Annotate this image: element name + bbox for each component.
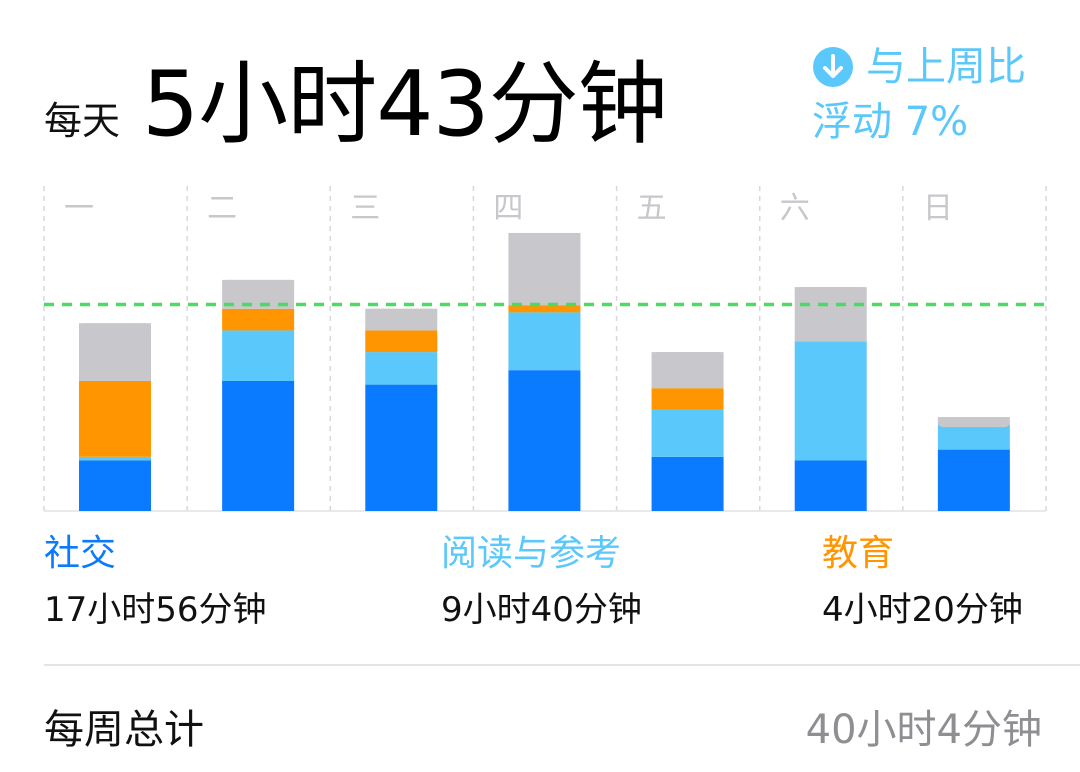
comparison-label: 与上周比 — [866, 44, 1026, 90]
day-label: 六 — [780, 191, 810, 226]
legend-name: 阅读与参考 — [441, 533, 622, 574]
bar-cap — [365, 308, 438, 319]
category-legend: 社交 17小时56分钟 阅读与参考 9小时40分钟 教育 4小时20分钟 — [0, 532, 1080, 642]
weekly-total-label: 每周总计 — [44, 707, 204, 753]
arrow-down-circle-icon — [813, 47, 853, 87]
bar-segment — [794, 460, 867, 511]
weekly-comparison: 与上周比 浮动 7% — [812, 44, 1026, 146]
bar-cap — [937, 417, 1010, 428]
bar-cap — [651, 352, 724, 363]
usage-bar-chart: 一二三四五六日 — [43, 186, 1047, 512]
bar-segment — [651, 409, 724, 457]
legend-item-education[interactable]: 教育 4小时20分钟 — [822, 532, 1023, 630]
bar-segment — [508, 312, 581, 371]
day-label: 一 — [64, 191, 94, 226]
legend-item-social[interactable]: 社交 17小时56分钟 — [44, 532, 267, 630]
bar-segment — [79, 456, 151, 461]
bar-segment — [508, 370, 581, 511]
bar-segment — [222, 330, 295, 381]
bar-segment — [937, 449, 1010, 511]
weekly-total-value[interactable]: 40小时4分钟 — [805, 707, 1042, 753]
day-label: 五 — [637, 191, 667, 226]
legend-name: 教育 — [822, 533, 895, 574]
bar-segment — [79, 460, 151, 511]
day-label: 三 — [350, 191, 380, 226]
bar-segment — [365, 384, 438, 511]
legend-value: 17小时56分钟 — [44, 590, 267, 630]
day-label: 二 — [207, 191, 237, 226]
legend-value: 9小时40分钟 — [441, 590, 642, 630]
legend-value: 4小时20分钟 — [822, 590, 1023, 630]
bar-segment — [508, 232, 581, 306]
bar-cap — [222, 279, 295, 290]
divider — [44, 664, 1080, 666]
bar-segment — [508, 305, 581, 313]
bar-cap — [508, 232, 581, 243]
bar-segment — [937, 424, 1010, 450]
daily-average-value: 5小时43分钟 — [142, 52, 668, 157]
bar-segment — [794, 341, 867, 461]
bar-segment — [222, 381, 295, 511]
bar-cap — [794, 287, 867, 298]
day-label: 日 — [923, 191, 953, 226]
legend-item-reading[interactable]: 阅读与参考 9小时40分钟 — [441, 532, 642, 630]
comparison-change: 浮动 7% — [812, 99, 969, 145]
bar-segment — [365, 352, 438, 385]
daily-average-prefix: 每天 — [44, 99, 121, 143]
screen-time-header: 每天 5小时43分钟 与上周比 浮动 7% — [0, 0, 1080, 180]
bar-segment — [79, 381, 151, 457]
legend-name: 社交 — [44, 533, 117, 574]
day-label: 四 — [493, 191, 523, 226]
bar-segment — [651, 388, 724, 410]
bar-segment — [222, 308, 295, 331]
bar-cap — [79, 323, 151, 334]
bar-segment — [651, 456, 724, 511]
bar-segment — [365, 330, 438, 353]
